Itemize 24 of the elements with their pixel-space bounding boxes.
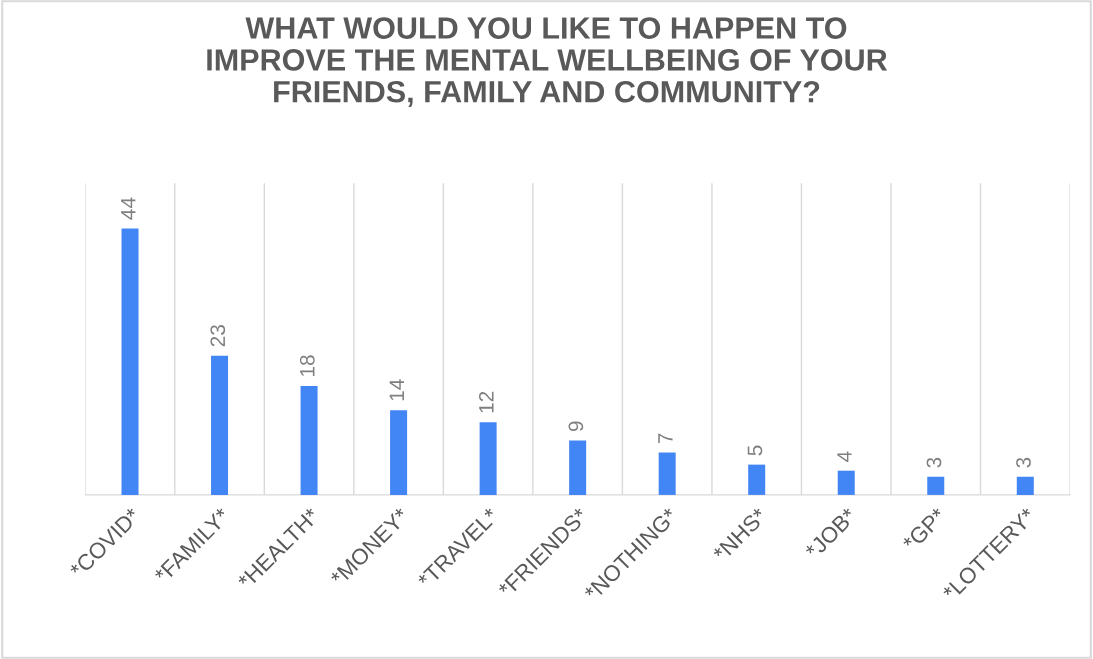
bar: [658, 452, 676, 495]
bar: [569, 440, 587, 495]
bar: [837, 470, 855, 495]
bar: [927, 476, 945, 495]
data-label: 18: [299, 355, 315, 376]
bar: [1016, 476, 1034, 495]
bar: [748, 464, 766, 495]
data-label: 9: [568, 421, 584, 432]
data-label: 3: [1016, 457, 1031, 468]
bar: [300, 385, 318, 495]
bar: [479, 422, 497, 495]
x-tick-label: *GP*: [901, 506, 942, 547]
bar: [211, 355, 229, 495]
data-label: 23: [210, 325, 226, 347]
data-label: 44: [121, 197, 136, 220]
bar: [390, 410, 408, 495]
data-label: 7: [658, 433, 673, 444]
data-label: 14: [389, 379, 404, 401]
data-label: 3: [926, 457, 942, 468]
data-label: 5: [747, 445, 763, 456]
data-label: 12: [478, 391, 494, 413]
bar: [121, 228, 139, 495]
chart-title: WHAT WOULD YOU LIKE TO HAPPEN TO IMPROVE THE MENTAL WELLBEING OF YOUR FRIENDS, FAMILY AND COMMUNITY?: [207, 17, 888, 107]
data-label: 4: [837, 451, 852, 462]
